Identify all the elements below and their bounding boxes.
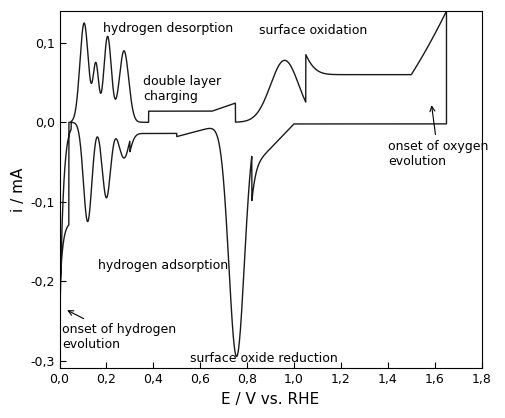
Text: onset of hydrogen
evolution: onset of hydrogen evolution xyxy=(62,311,176,351)
Text: hydrogen adsorption: hydrogen adsorption xyxy=(98,259,228,272)
Text: hydrogen desorption: hydrogen desorption xyxy=(103,22,233,35)
Text: surface oxide reduction: surface oxide reduction xyxy=(189,352,337,365)
Text: onset of oxygen
evolution: onset of oxygen evolution xyxy=(387,107,487,168)
X-axis label: E / V vs. RHE: E / V vs. RHE xyxy=(221,392,319,407)
Y-axis label: i / mA: i / mA xyxy=(11,168,26,212)
Text: double layer
charging: double layer charging xyxy=(142,75,221,103)
Text: surface oxidation: surface oxidation xyxy=(259,23,367,36)
